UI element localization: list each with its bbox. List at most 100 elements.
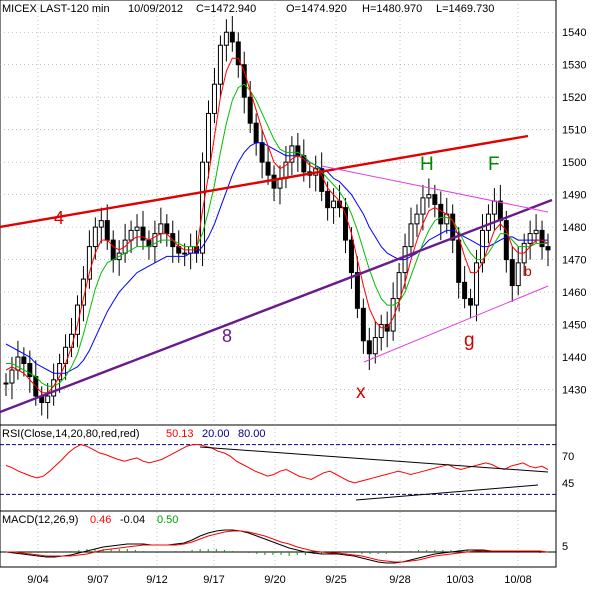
trend-lines <box>0 134 553 414</box>
rsi-tick-70: 70 <box>562 451 574 463</box>
candle-body <box>134 226 140 231</box>
candle-body <box>152 233 158 248</box>
date-tick-label: 9/25 <box>325 574 346 586</box>
candle-body <box>128 229 134 241</box>
candle-body <box>527 233 533 244</box>
macd-signal-line <box>6 530 549 563</box>
candle-body <box>366 340 372 355</box>
candle-body <box>110 239 116 261</box>
rsi-series <box>0 444 556 501</box>
macd-panel-frame <box>0 510 557 568</box>
candle-body <box>360 307 366 342</box>
candle-body <box>438 203 444 225</box>
date-tick-label: 9/07 <box>87 574 108 586</box>
header-open: O=1474.920 <box>286 3 347 15</box>
price-tick-label: 1430 <box>562 385 586 397</box>
date-axis-ticks: 9/04 9/07 9/12 9/17 9/20 9/25 9/28 10/03 10/08 <box>27 574 531 586</box>
candle-body <box>331 200 337 209</box>
candle-body <box>3 382 9 385</box>
candle-body <box>27 363 33 378</box>
candle-body <box>390 298 396 332</box>
rsi-level-high: 80.00 <box>238 428 266 440</box>
candle-body <box>474 262 480 306</box>
candle-body <box>432 194 438 205</box>
candle-body <box>271 174 277 189</box>
candle-body <box>533 229 539 235</box>
rsi-line <box>5 444 549 484</box>
date-tick-label: 9/12 <box>146 574 167 586</box>
candle-body <box>98 220 104 228</box>
candle-body <box>140 226 146 241</box>
label-b: b <box>524 263 532 279</box>
macd-series <box>0 529 556 564</box>
candle-body <box>217 44 223 85</box>
candle-body <box>86 246 92 280</box>
candle-body <box>414 213 420 225</box>
rsi-title: RSI(Close,14,20,80,red,red) <box>2 428 140 440</box>
candle-body <box>450 213 456 241</box>
grid-lines <box>0 0 556 567</box>
candle-body <box>545 246 551 251</box>
trendline-magenta-lower <box>363 285 549 363</box>
macd-tick-5: 5 <box>562 541 568 553</box>
price-tick-label: 1450 <box>562 320 586 332</box>
macd-hist-value: 0.50 <box>157 514 178 526</box>
macd-signal-value: -0.04 <box>120 514 145 526</box>
candle-body <box>9 369 15 384</box>
label-x: x <box>356 382 366 403</box>
candle-body <box>408 223 414 248</box>
candle-body <box>503 220 509 261</box>
candle-body <box>259 142 265 163</box>
price-axis-ticks: 1540 1530 1520 1510 1500 1490 1480 1470 1460 1450… <box>562 27 586 396</box>
rsi-level-low: 20.00 <box>202 428 230 440</box>
label-8: 8 <box>222 326 232 346</box>
candle-body <box>372 337 378 355</box>
candle-body <box>45 395 51 404</box>
price-tick-label: 1480 <box>562 222 586 234</box>
moving-averages <box>5 57 549 394</box>
macd-title: MACD(12,26,9) <box>2 514 78 526</box>
candle-body <box>235 41 241 66</box>
candle-body <box>104 220 110 241</box>
label-4: 4 <box>54 208 64 228</box>
candle-body <box>283 161 289 179</box>
rsi-tick-45: 45 <box>562 478 574 490</box>
candle-body <box>164 223 170 235</box>
header-low: L=1469.730 <box>436 3 494 15</box>
candle-body <box>485 213 491 231</box>
price-tick-label: 1530 <box>562 60 586 72</box>
price-tick-label: 1490 <box>562 190 586 202</box>
date-tick-label: 9/04 <box>27 574 48 586</box>
candle-body <box>206 112 212 163</box>
candle-body <box>74 304 80 335</box>
candle-body <box>539 229 545 248</box>
rsi-trendline-lower <box>355 484 539 501</box>
trendline-magenta-upper <box>321 165 549 213</box>
candle-body <box>456 239 462 283</box>
price-tick-label: 1500 <box>562 157 586 169</box>
candle-body <box>354 272 360 309</box>
candle-body <box>509 259 515 287</box>
ma-fast-line <box>5 57 549 394</box>
candle-body <box>342 207 348 241</box>
candle-body <box>265 161 271 176</box>
ma-mid-line <box>6 83 548 387</box>
candle-body <box>211 83 217 114</box>
candle-body <box>348 239 354 274</box>
date-tick-label: 10/08 <box>504 574 532 586</box>
date-tick-label: 10/03 <box>446 574 474 586</box>
price-tick-label: 1460 <box>562 287 586 299</box>
label-f: F <box>488 154 500 175</box>
header-symbol: MICEX LAST-120 min <box>2 3 110 15</box>
candle-body <box>491 200 497 215</box>
candle-body <box>289 145 295 163</box>
label-h: H <box>420 154 434 175</box>
price-tick-label: 1510 <box>562 125 586 137</box>
candle-body <box>378 324 384 339</box>
candle-body <box>396 272 402 300</box>
price-tick-label: 1470 <box>562 255 586 267</box>
price-tick-label: 1540 <box>562 27 586 39</box>
candle-body <box>468 298 474 306</box>
